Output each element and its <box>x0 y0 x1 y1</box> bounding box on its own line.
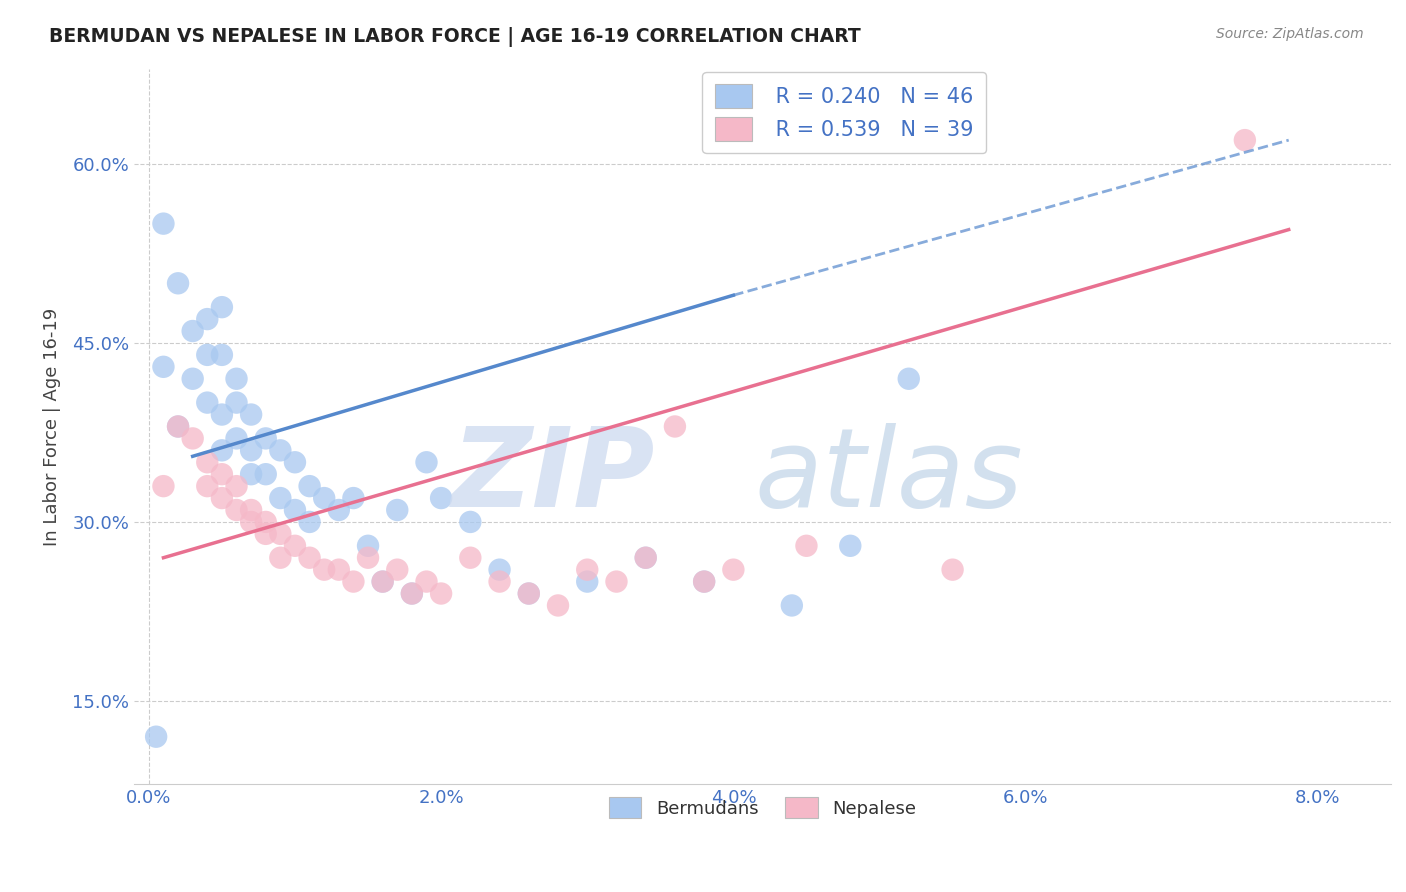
Point <box>181 431 204 445</box>
Point <box>342 491 364 505</box>
Point <box>460 515 482 529</box>
Point <box>371 574 394 589</box>
Point <box>1233 133 1256 147</box>
Point <box>371 574 394 589</box>
Point <box>401 586 423 600</box>
Point <box>942 563 965 577</box>
Point <box>195 395 218 409</box>
Point <box>796 539 818 553</box>
Point <box>298 479 321 493</box>
Point <box>342 574 364 589</box>
Point <box>211 491 233 505</box>
Point <box>693 574 716 589</box>
Point <box>225 372 247 386</box>
Point <box>152 217 174 231</box>
Point <box>145 730 167 744</box>
Point <box>460 550 482 565</box>
Point <box>723 563 745 577</box>
Point <box>211 467 233 482</box>
Point <box>780 599 803 613</box>
Point <box>240 503 263 517</box>
Point <box>298 515 321 529</box>
Point <box>211 408 233 422</box>
Point <box>195 455 218 469</box>
Point <box>430 586 453 600</box>
Point <box>240 467 263 482</box>
Point <box>576 574 599 589</box>
Point <box>328 563 350 577</box>
Point <box>167 419 190 434</box>
Point <box>254 526 277 541</box>
Point <box>211 443 233 458</box>
Point <box>430 491 453 505</box>
Point <box>225 503 247 517</box>
Point <box>284 539 307 553</box>
Point <box>225 431 247 445</box>
Point <box>269 491 291 505</box>
Point <box>152 359 174 374</box>
Point <box>167 419 190 434</box>
Y-axis label: In Labor Force | Age 16-19: In Labor Force | Age 16-19 <box>44 308 60 546</box>
Point <box>254 515 277 529</box>
Point <box>693 574 716 589</box>
Point <box>152 479 174 493</box>
Point <box>211 300 233 314</box>
Point <box>387 503 409 517</box>
Point <box>225 395 247 409</box>
Point <box>298 550 321 565</box>
Point <box>897 372 920 386</box>
Point <box>254 467 277 482</box>
Point <box>211 348 233 362</box>
Point <box>314 563 336 577</box>
Text: ZIP: ZIP <box>453 423 655 530</box>
Point <box>240 515 263 529</box>
Point <box>517 586 540 600</box>
Point <box>547 599 569 613</box>
Point <box>488 574 510 589</box>
Point <box>605 574 627 589</box>
Point <box>576 563 599 577</box>
Point <box>195 479 218 493</box>
Point <box>387 563 409 577</box>
Point <box>357 550 380 565</box>
Point <box>195 312 218 326</box>
Point <box>357 539 380 553</box>
Point <box>284 503 307 517</box>
Point <box>181 372 204 386</box>
Point <box>415 574 437 589</box>
Point <box>839 539 862 553</box>
Text: Source: ZipAtlas.com: Source: ZipAtlas.com <box>1216 27 1364 41</box>
Point <box>284 455 307 469</box>
Point <box>254 431 277 445</box>
Point <box>269 443 291 458</box>
Point <box>634 550 657 565</box>
Point <box>225 479 247 493</box>
Point <box>167 277 190 291</box>
Point <box>415 455 437 469</box>
Point <box>269 526 291 541</box>
Point <box>634 550 657 565</box>
Point <box>269 550 291 565</box>
Point <box>664 419 686 434</box>
Point <box>488 563 510 577</box>
Point <box>240 443 263 458</box>
Point <box>181 324 204 338</box>
Point <box>517 586 540 600</box>
Legend: Bermudans, Nepalese: Bermudans, Nepalese <box>602 790 924 825</box>
Text: BERMUDAN VS NEPALESE IN LABOR FORCE | AGE 16-19 CORRELATION CHART: BERMUDAN VS NEPALESE IN LABOR FORCE | AG… <box>49 27 860 46</box>
Point <box>314 491 336 505</box>
Point <box>401 586 423 600</box>
Point <box>328 503 350 517</box>
Point <box>195 348 218 362</box>
Point <box>240 408 263 422</box>
Text: atlas: atlas <box>754 423 1022 530</box>
